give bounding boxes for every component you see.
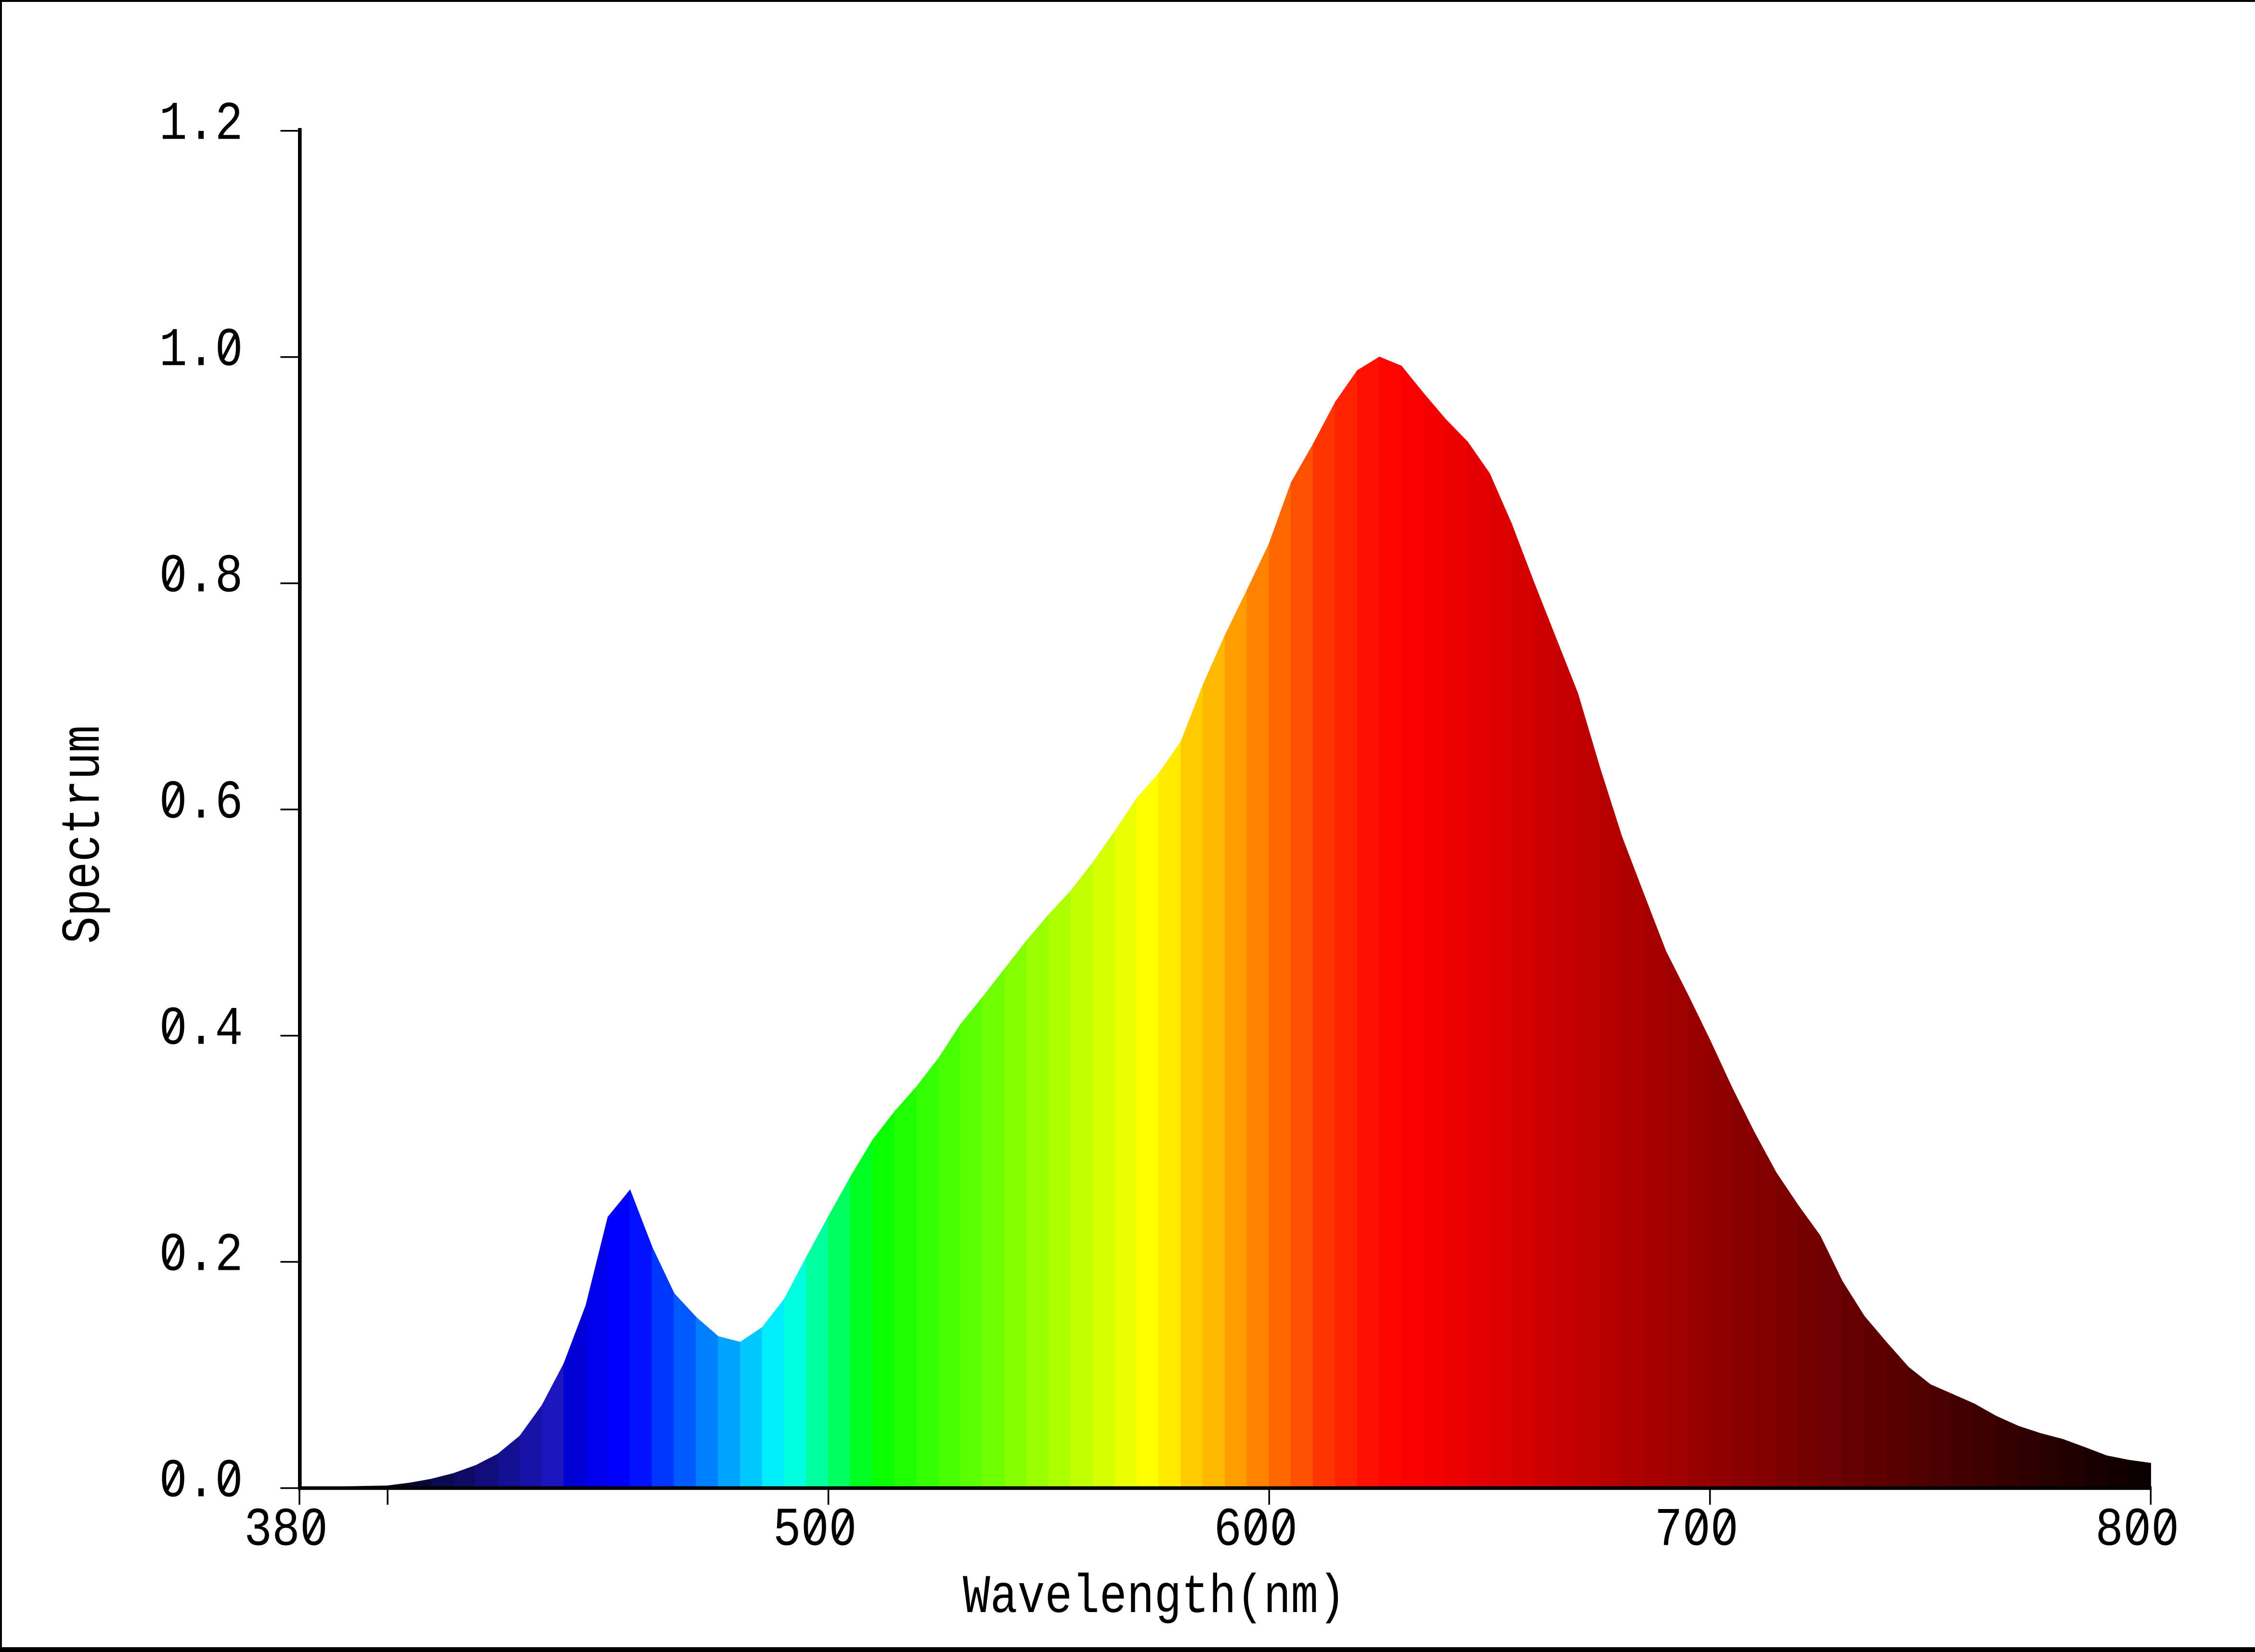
svg-text:1.2: 1.2 bbox=[159, 94, 243, 155]
svg-text:Wavelength(nm): Wavelength(nm) bbox=[963, 1567, 1346, 1628]
svg-text:Spectrum: Spectrum bbox=[53, 725, 115, 944]
